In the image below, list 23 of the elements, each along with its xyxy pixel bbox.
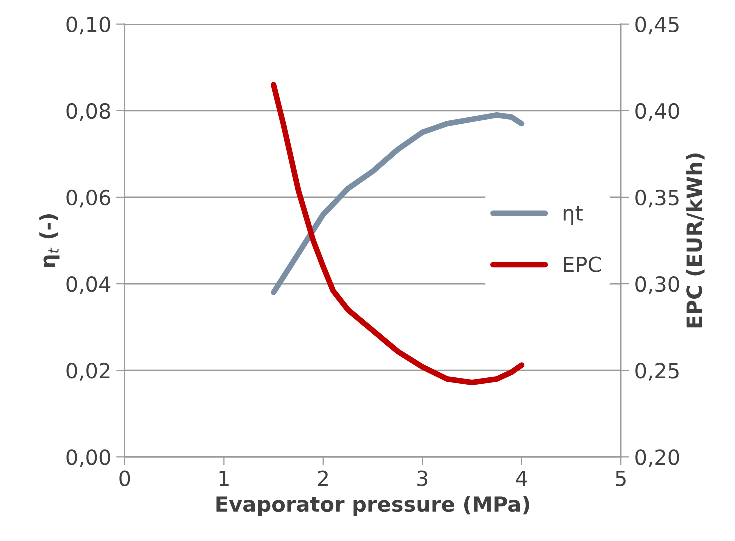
y-tick-label: 0,08 xyxy=(66,103,110,122)
y-tick-label: 0,04 xyxy=(66,276,111,294)
x-axis-title: Evaporator pressure (MPa) xyxy=(216,496,530,516)
x-tick-label: 1 xyxy=(220,470,229,486)
y2-tick-label: 0,20 xyxy=(636,450,680,468)
y-axis-title: η$_{t}$ (-) xyxy=(40,214,60,268)
x-tick-label: 0 xyxy=(120,470,130,486)
x-tick-label: 2 xyxy=(318,470,328,486)
y-tick-label: 0,02 xyxy=(66,363,110,381)
y2-tick-label: 0,25 xyxy=(636,363,679,381)
y2-tick-label: 0,45 xyxy=(636,16,679,35)
x-tick-label: 4 xyxy=(516,470,528,486)
legend-label: ηt xyxy=(564,206,583,226)
y2-axis-title: EPC (EUR/kWh) xyxy=(686,154,705,328)
y2-tick-label: 0,30 xyxy=(636,276,680,294)
x-tick-label: 5 xyxy=(616,470,626,486)
y-tick-label: 0,10 xyxy=(66,16,110,35)
y-tick-label: 0,00 xyxy=(66,450,110,468)
y2-tick-label: 0,40 xyxy=(636,103,680,122)
legend-label: EPC xyxy=(564,256,602,272)
y-tick-label: 0,06 xyxy=(66,190,110,208)
x-tick-label: 3 xyxy=(418,470,428,486)
y2-tick-label: 0,35 xyxy=(636,190,679,208)
